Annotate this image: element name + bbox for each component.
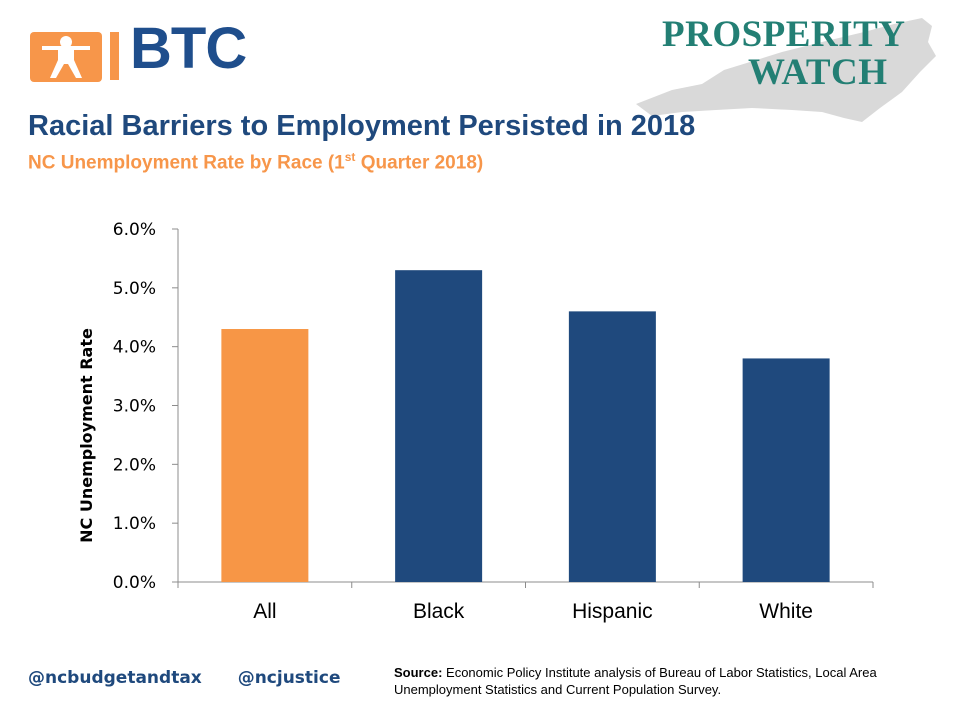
y-tick-label: 6.0% [113,220,156,240]
y-axis-label: NC Unemployment Rate [77,328,96,543]
y-tick-label: 0.0% [113,573,156,593]
bar-black [395,270,483,582]
bar-all [221,329,309,582]
source-text: Economic Policy Institute analysis of Bu… [394,665,877,697]
btc-divider [110,32,119,80]
bar-hispanic [568,311,656,582]
twitter-handle-ncjustice[interactable]: @ncjustice [237,668,341,688]
nc-map-icon [636,18,936,122]
btc-person-icon [30,32,102,82]
y-tick-label: 1.0% [113,514,156,534]
y-tick-label: 2.0% [113,455,156,475]
prosperity-watch-logo-line2: WATCH [748,52,888,93]
subtitle-text: NC Unemployment Rate by Race (1 [28,152,345,174]
y-tick-label: 4.0% [113,338,156,358]
btc-logo [28,28,228,84]
bar-white [742,358,830,582]
y-tick-label: 3.0% [113,397,156,417]
source-label: Source: [394,665,443,680]
prosperity-watch-logo-line1: PROSPERITY [662,14,906,55]
social-handles: @ncbudgetandtax @ncjustice [28,668,370,688]
x-tick-label: Black [413,600,465,623]
x-tick-label: Hispanic [572,600,653,623]
subtitle-text-end: Quarter 2018) [355,152,484,174]
subtitle-superscript: st [344,150,356,164]
chart-subtitle: NC Unemployment Rate by Race (1st Quarte… [28,150,483,174]
btc-logo-text: BTC [130,16,247,81]
twitter-handle-ncbudgetandtax[interactable]: @ncbudgetandtax [28,668,202,688]
y-tick-label: 5.0% [113,279,156,299]
chart-title: Racial Barriers to Employment Persisted … [28,110,696,142]
x-tick-label: White [759,600,813,623]
x-tick-label: All [253,600,276,623]
source-note: Source: Economic Policy Institute analys… [394,664,934,698]
